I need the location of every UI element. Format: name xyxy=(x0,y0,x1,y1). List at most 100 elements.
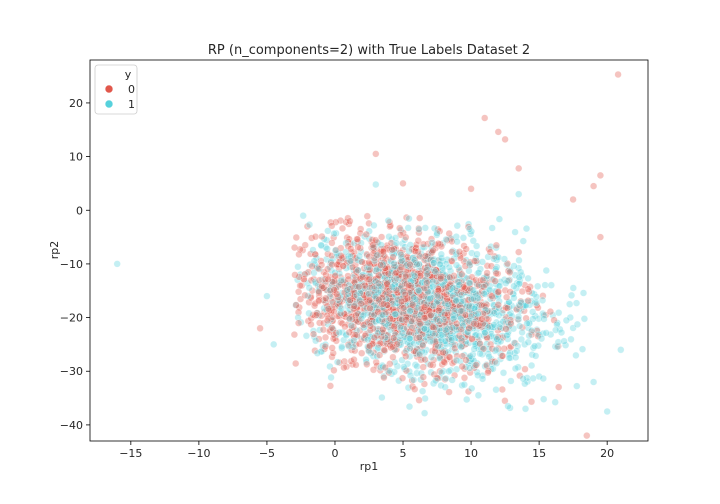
scatter-point-0 xyxy=(401,290,409,299)
scatter-point-0 xyxy=(440,358,448,366)
scatter-point-0 xyxy=(502,325,510,333)
scatter-point-1 xyxy=(423,270,431,278)
x-tick-label: −5 xyxy=(259,447,275,460)
scatter-point-1 xyxy=(406,344,414,353)
scatter-point-1 xyxy=(492,292,500,300)
scatter-point-1 xyxy=(448,336,456,344)
scatter-point-0 xyxy=(555,383,563,391)
scatter-point-0 xyxy=(369,366,378,374)
scatter-point-1 xyxy=(315,311,323,320)
scatter-point-0 xyxy=(324,275,332,283)
chart-title: RP (n_components=2) with True Labels Dat… xyxy=(208,43,530,58)
scatter-point-0 xyxy=(526,283,534,291)
scatter-point-1 xyxy=(617,346,625,354)
scatter-point-0 xyxy=(290,243,299,252)
scatter-point-0 xyxy=(491,277,499,285)
scatter-point-0 xyxy=(506,268,514,276)
scatter-point-1 xyxy=(324,227,332,235)
scatter-point-1 xyxy=(400,363,408,371)
scatter-point-0 xyxy=(498,385,506,394)
scatter-point-0 xyxy=(420,380,429,388)
scatter-point-1 xyxy=(436,317,444,325)
scatter-point-0 xyxy=(308,262,316,270)
scatter-point-1 xyxy=(429,282,437,291)
scatter-point-1 xyxy=(511,364,520,373)
scatter-point-0 xyxy=(455,332,464,340)
scatter-point-1 xyxy=(342,239,350,247)
scatter-point-0 xyxy=(347,245,355,253)
scatter-point-1 xyxy=(457,343,465,351)
scatter-point-1 xyxy=(566,300,574,308)
scatter-point-0 xyxy=(308,234,316,242)
scatter-point-0 xyxy=(381,363,389,372)
scatter-point-1 xyxy=(469,237,477,245)
scatter-point-1 xyxy=(445,367,453,375)
scatter-point-1 xyxy=(485,352,493,361)
scatter-point-0 xyxy=(569,195,577,204)
scatter-point-1 xyxy=(518,328,526,337)
scatter-point-0 xyxy=(397,263,406,272)
scatter-point-1 xyxy=(469,286,477,294)
scatter-point-1 xyxy=(532,293,541,301)
plot-area-frame xyxy=(89,59,649,442)
scatter-point-0 xyxy=(328,260,336,269)
scatter-point-1 xyxy=(478,258,487,266)
scatter-point-0 xyxy=(341,322,349,331)
scatter-point-1 xyxy=(429,329,437,338)
scatter-point-0 xyxy=(414,237,422,245)
scatter-point-0 xyxy=(405,281,413,290)
scatter-point-1 xyxy=(373,251,381,259)
scatter-point-1 xyxy=(360,324,368,332)
scatter-point-0 xyxy=(501,397,509,405)
scatter-point-1 xyxy=(414,286,423,294)
scatter-point-0 xyxy=(355,283,363,291)
y-tick-label: −30 xyxy=(60,365,83,378)
scatter-point-0 xyxy=(328,324,336,332)
scatter-point-0 xyxy=(583,431,591,440)
scatter-point-0 xyxy=(295,250,303,259)
scatter-point-1 xyxy=(553,320,561,329)
scatter-point-0 xyxy=(301,241,309,249)
scatter-point-0 xyxy=(507,319,515,328)
scatter-point-0 xyxy=(527,398,536,406)
scatter-point-1 xyxy=(437,250,445,258)
scatter-point-1 xyxy=(309,246,317,254)
scatter-point-0 xyxy=(339,262,347,270)
scatter-point-0 xyxy=(470,257,479,265)
scatter-point-0 xyxy=(380,346,388,354)
scatter-point-1 xyxy=(346,252,355,261)
scatter-point-0 xyxy=(492,241,501,249)
scatter-point-0 xyxy=(330,366,338,374)
scatter-point-0 xyxy=(445,229,453,238)
scatter-point-1 xyxy=(510,262,518,270)
scatter-point-0 xyxy=(315,319,324,327)
scatter-point-0 xyxy=(346,296,354,304)
scatter-point-1 xyxy=(345,342,353,350)
scatter-point-1 xyxy=(357,314,366,323)
scatter-point-1 xyxy=(541,281,549,289)
scatter-point-0 xyxy=(399,179,407,188)
scatter-point-0 xyxy=(515,164,523,173)
scatter-point-1 xyxy=(465,225,474,233)
scatter-point-1 xyxy=(388,283,396,291)
scatter-point-1 xyxy=(305,221,314,229)
scatter-point-0 xyxy=(379,325,387,334)
scatter-point-1 xyxy=(384,216,392,225)
scatter-point-1 xyxy=(540,315,548,323)
scatter-point-0 xyxy=(397,297,406,306)
scatter-point-1 xyxy=(490,255,498,263)
scatter-point-1 xyxy=(294,263,302,271)
scatter-point-0 xyxy=(290,330,299,339)
scatter-point-0 xyxy=(322,294,330,302)
scatter-point-1 xyxy=(547,281,555,289)
scatter-point-0 xyxy=(494,288,503,296)
scatter-point-1 xyxy=(372,180,380,189)
scatter-point-0 xyxy=(386,315,394,323)
scatter-point-0 xyxy=(458,342,467,350)
scatter-point-0 xyxy=(344,238,352,246)
scatter-point-1 xyxy=(460,381,468,389)
scatter-point-0 xyxy=(362,230,370,239)
scatter-point-1 xyxy=(475,332,483,340)
scatter-point-1 xyxy=(569,324,577,332)
scatter-point-1 xyxy=(470,345,478,353)
